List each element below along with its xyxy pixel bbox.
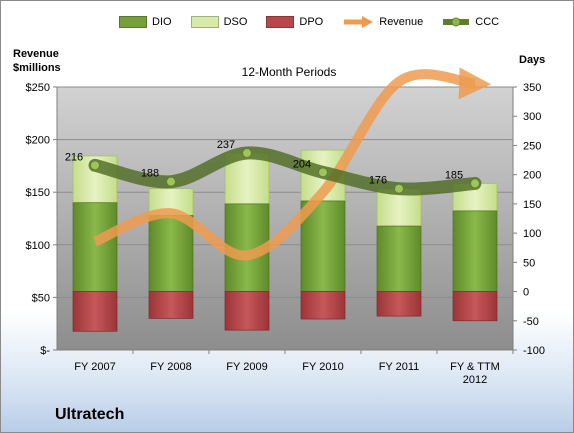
gridlines <box>57 86 513 298</box>
legend: DIO DSO DPO Revenue CCC <box>119 16 518 28</box>
right-axis-title: Days <box>519 54 546 66</box>
ccc-data-label: 176 <box>369 175 387 187</box>
left-tick-label: $- <box>40 345 50 357</box>
axes: $- $50 $100 $150 $200 $250 -100 -50 0 50 100 150 200… <box>26 82 546 386</box>
bar-dio <box>72 202 118 292</box>
x-tick-label: FY 2007 <box>74 361 115 373</box>
ccc-point <box>166 176 176 187</box>
ccc-point <box>318 167 328 178</box>
left-axis-title-line2: $millions <box>13 62 61 74</box>
x-tick-label: FY 2008 <box>150 361 191 373</box>
lines <box>88 67 491 261</box>
right-tick-label: 250 <box>523 140 541 152</box>
right-tick-label: 100 <box>523 228 541 240</box>
right-tick-label: 150 <box>523 199 541 211</box>
bar-dio <box>148 215 194 292</box>
left-tick-label: $250 <box>26 82 50 94</box>
x-tick-label: FY 2011 <box>379 361 420 373</box>
ccc-data-label: 185 <box>445 169 463 181</box>
bar-dpo <box>376 291 422 317</box>
ccc-point <box>90 160 100 171</box>
right-tick-label: 200 <box>523 170 541 182</box>
bar-dpo <box>148 291 194 319</box>
x-tick-label: 2012 <box>463 374 487 386</box>
ccc-data-label: 204 <box>293 158 311 170</box>
left-axis-title: Revenue $millions <box>13 47 61 75</box>
legend-item-dpo: DPO <box>266 16 323 28</box>
x-tick-label: FY & TTM <box>450 361 500 373</box>
legend-label-dso: DSO <box>223 16 248 28</box>
bar-dpo <box>300 291 346 320</box>
revenue-line <box>93 67 491 261</box>
left-tick-label: $50 <box>32 292 50 304</box>
right-tick-label: 0 <box>523 287 529 299</box>
ccc-data-label: 216 <box>65 151 83 163</box>
legend-swatch-dpo <box>266 16 295 28</box>
chart-title: 12-Month Periods <box>242 65 337 79</box>
ccc-point <box>470 178 480 189</box>
legend-label-dio: DIO <box>152 16 172 28</box>
ccc-data-label: 237 <box>217 139 235 151</box>
legend-swatch-dio <box>119 16 147 28</box>
bar-dpo <box>224 291 270 331</box>
x-tick-label: FY 2010 <box>302 361 343 373</box>
ccc-data-label: 188 <box>141 168 159 180</box>
labels: 216 188 237 204 176 185 <box>65 139 463 187</box>
plot-area <box>57 87 513 350</box>
left-tick-label: $100 <box>26 240 50 252</box>
left-tick-label: $150 <box>26 187 50 199</box>
legend-item-revenue: Revenue <box>342 16 423 28</box>
ccc-point <box>394 183 404 194</box>
legend-swatch-dso <box>190 16 219 28</box>
bar-dio <box>376 225 422 292</box>
ccc-line <box>88 146 482 196</box>
legend-item-ccc: CCC <box>442 16 499 28</box>
legend-label-ccc: CCC <box>475 16 500 28</box>
right-tick-label: -50 <box>523 316 539 328</box>
legend-item-dio: DIO <box>119 16 172 28</box>
right-tick-label: 300 <box>523 111 541 123</box>
bar-dpo <box>452 291 498 322</box>
legend-arrow-icon <box>344 16 374 28</box>
bar-dio <box>452 210 498 292</box>
ccc-point <box>242 148 252 159</box>
right-tick-label: 50 <box>523 257 535 269</box>
footer-title: Ultratech <box>55 406 125 423</box>
right-tick-label: 350 <box>523 82 541 94</box>
right-tick-label: -100 <box>523 345 545 357</box>
bar-dpo <box>72 291 118 332</box>
left-tick-label: $200 <box>26 135 50 147</box>
legend-item-dso: DSO <box>190 16 248 28</box>
legend-ccc-icon <box>443 17 470 27</box>
legend-label-revenue: Revenue <box>379 16 424 28</box>
left-axis-title-line1: Revenue <box>13 48 59 60</box>
legend-label-dpo: DPO <box>299 16 324 28</box>
x-tick-label: FY 2009 <box>226 361 267 373</box>
